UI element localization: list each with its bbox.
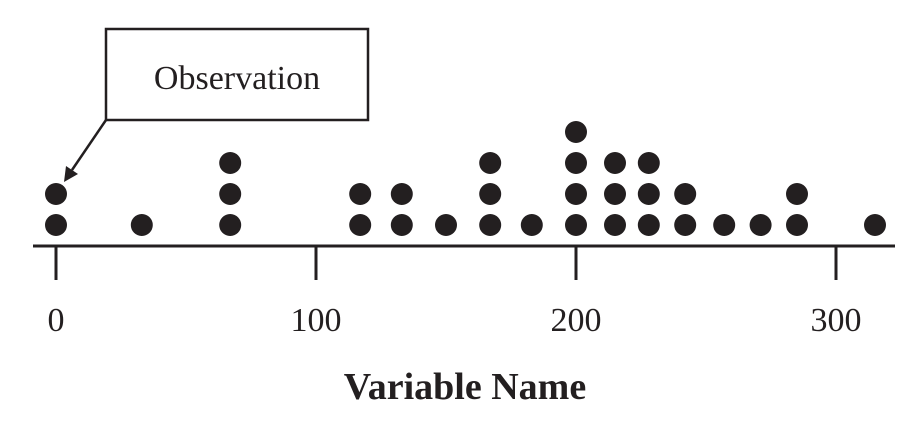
dot-x242-2 — [674, 183, 697, 205]
x-axis-title: Variable Name — [344, 366, 586, 408]
dot-x0-2 — [45, 183, 67, 205]
dot-x257-1 — [713, 214, 736, 236]
dot-x271-1 — [749, 214, 772, 236]
dot-x242-1 — [674, 214, 697, 236]
dot-x117-2 — [349, 183, 372, 205]
x-axis-tick-labels: 0 100 200 300 — [48, 302, 862, 339]
dot-x183-1 — [520, 214, 543, 236]
dot-x67-3 — [219, 152, 242, 174]
dot-x133-2 — [390, 183, 413, 205]
callout-arrow-head — [64, 166, 78, 182]
dot-x285-1 — [786, 214, 808, 236]
dot-x150-1 — [435, 214, 457, 236]
dot-x67-1 — [219, 214, 242, 236]
dot-x167-1 — [479, 214, 502, 236]
dot-x228-3 — [637, 152, 660, 174]
callout-box — [104, 27, 370, 122]
dot-x215-2 — [604, 183, 626, 205]
callout-arrow-shaft — [70, 119, 108, 171]
dot-x0-1 — [45, 214, 67, 236]
dot-x200-4 — [565, 121, 587, 143]
x-tick-label-300: 300 — [811, 302, 862, 339]
dot-x117-1 — [349, 214, 372, 236]
x-tick-label-100: 100 — [291, 302, 342, 339]
x-axis-ticks — [54, 246, 838, 280]
dot-x200-3 — [565, 152, 587, 174]
dot-marks — [45, 121, 886, 236]
dot-x228-1 — [637, 214, 660, 236]
dot-x215-3 — [604, 152, 626, 174]
dot-x67-2 — [219, 183, 242, 205]
dot-x167-3 — [479, 152, 502, 174]
callout-label: Observation — [154, 60, 320, 97]
dot-x228-2 — [637, 183, 660, 205]
dot-x315-1 — [864, 214, 886, 236]
dot-x200-2 — [565, 183, 587, 205]
x-tick-label-200: 200 — [551, 302, 602, 339]
dot-x33-1 — [130, 214, 153, 236]
dot-x285-2 — [786, 183, 808, 205]
x-tick-label-0: 0 — [48, 302, 65, 339]
dot-x200-1 — [565, 214, 587, 236]
dot-x215-1 — [604, 214, 626, 236]
dot-x133-1 — [390, 214, 413, 236]
dot-x167-2 — [479, 183, 502, 205]
observation-callout: Observation — [64, 27, 370, 182]
